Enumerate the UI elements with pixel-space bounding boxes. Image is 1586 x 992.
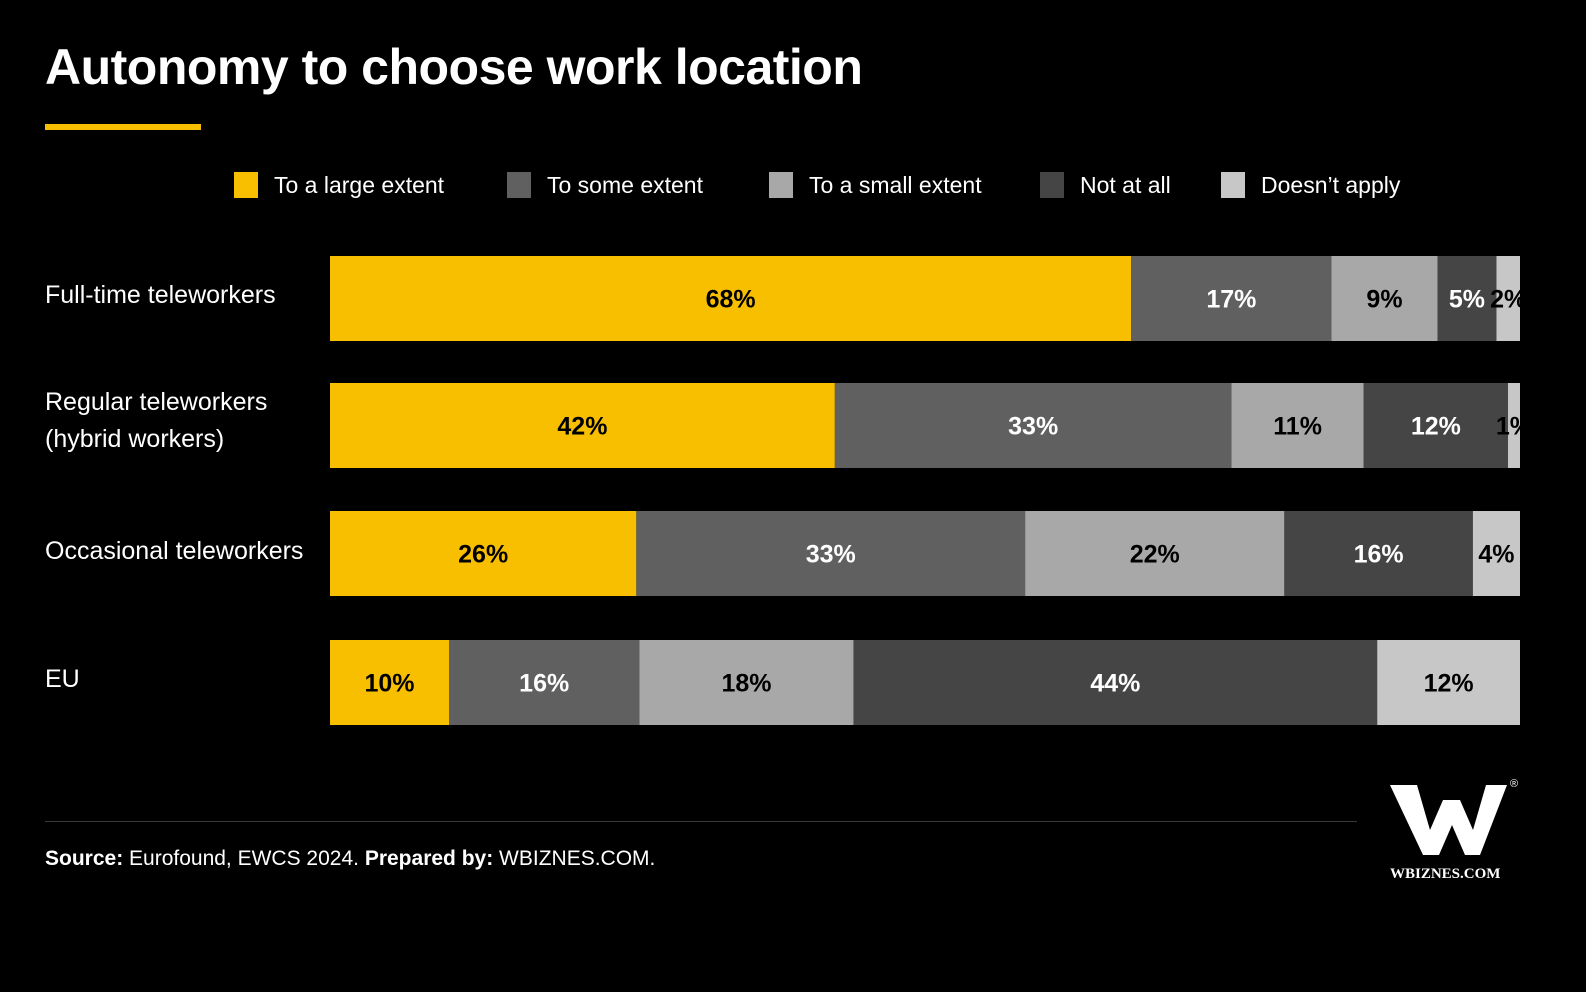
data-label-eu-large-extent: 10% bbox=[364, 670, 414, 698]
legend-swatch-large-extent bbox=[234, 172, 258, 198]
legend-label-large-extent: To a large extent bbox=[274, 171, 445, 198]
bar-segment-eu-not-at-all bbox=[853, 640, 1378, 725]
bar-svg-occasional: 26% 33% 22% 16% 4% bbox=[330, 511, 1520, 596]
bar-row-full-time: 68% 17% 9% 5%2% bbox=[330, 256, 1520, 341]
legend-item-some-extent: To some extent bbox=[507, 172, 769, 199]
row-label-full-time: Full-time teleworkers bbox=[45, 281, 276, 309]
bar-segment-eu-some-extent bbox=[449, 640, 640, 725]
legend-label-not-at-all: Not at all bbox=[1080, 171, 1171, 198]
data-label-regular-some-extent: 33% bbox=[1008, 413, 1058, 441]
bar-segment-occasional-small-extent bbox=[1025, 511, 1285, 596]
data-label-full-time-doesnt-apply: 2% bbox=[1490, 286, 1520, 314]
data-label-full-time-not-at-all: 5% bbox=[1449, 286, 1485, 314]
bar-segment-regular-large-extent bbox=[330, 383, 835, 468]
bar-segment-eu-doesnt-apply bbox=[1377, 640, 1520, 725]
legend-item-not-at-all: Not at all bbox=[1040, 172, 1221, 199]
bar-segment-full-time-doesnt-apply bbox=[1496, 256, 1520, 341]
legend-swatch-small-extent bbox=[769, 172, 793, 198]
data-label-occasional-small-extent: 22% bbox=[1130, 541, 1180, 569]
legend-label-small-extent: To a small extent bbox=[809, 171, 982, 198]
bar-row-regular: 42% 33% 11% 12% 1% bbox=[330, 383, 1520, 468]
bar-svg-regular: 42% 33% 11% 12% 1% bbox=[330, 383, 1520, 468]
bar-segment-full-time-some-extent bbox=[1131, 256, 1332, 341]
data-label-full-time-small-extent: 9% bbox=[1366, 286, 1402, 314]
data-label-full-time-large-extent: 68% bbox=[706, 286, 756, 314]
legend-swatch-doesnt-apply bbox=[1221, 172, 1245, 198]
bar-segment-full-time-not-at-all bbox=[1437, 256, 1497, 341]
chart-title: Autonomy to choose work location bbox=[45, 39, 863, 95]
bar-segment-regular-small-extent bbox=[1231, 383, 1364, 468]
bar-row-occasional: 26% 33% 22% 16% 4% bbox=[330, 511, 1520, 596]
bar-segment-full-time-small-extent bbox=[1331, 256, 1438, 341]
row-label-regular-line1: Regular teleworkers bbox=[45, 388, 268, 416]
data-label-occasional-some-extent: 33% bbox=[806, 541, 856, 569]
data-label-occasional-large-extent: 26% bbox=[458, 541, 508, 569]
logo-wordmark: WBIZNES.COM bbox=[1390, 866, 1501, 882]
legend-item-large-extent: To a large extent bbox=[234, 172, 507, 199]
footer-divider bbox=[45, 821, 1357, 822]
bar-segment-full-time-large-extent bbox=[330, 256, 1132, 341]
legend: To a large extent To some extent To a sm… bbox=[234, 170, 1400, 200]
row-label-eu: EU bbox=[45, 665, 80, 693]
bar-row-eu: 10% 16% 18% 44% 12% bbox=[330, 640, 1520, 725]
legend-label-some-extent: To some extent bbox=[547, 171, 703, 198]
data-label-full-time-some-extent: 17% bbox=[1206, 286, 1256, 314]
bar-segment-eu-large-extent bbox=[330, 640, 449, 725]
bar-segment-occasional-some-extent bbox=[636, 511, 1026, 596]
prepared-text: WBIZNES.COM. bbox=[493, 847, 656, 870]
legend-item-doesnt-apply: Doesn’t apply bbox=[1221, 172, 1400, 199]
bar-svg-full-time: 68% 17% 9% 5%2% bbox=[330, 256, 1520, 341]
legend-item-small-extent: To a small extent bbox=[769, 172, 1040, 199]
data-label-occasional-doesnt-apply: 4% bbox=[1478, 541, 1514, 569]
bar-segment-regular-some-extent bbox=[834, 383, 1232, 468]
data-label-occasional-not-at-all: 16% bbox=[1354, 541, 1404, 569]
title-underline bbox=[45, 124, 201, 130]
bar-segment-occasional-doesnt-apply bbox=[1472, 511, 1520, 596]
source-label: Source: bbox=[45, 847, 124, 870]
bar-segment-occasional-not-at-all bbox=[1284, 511, 1473, 596]
bar-segment-regular-doesnt-apply bbox=[1507, 383, 1520, 468]
data-label-regular-doesnt-apply: 1% bbox=[1496, 413, 1520, 441]
data-label-eu-small-extent: 18% bbox=[721, 670, 771, 698]
row-label-occasional: Occasional teleworkers bbox=[45, 537, 304, 565]
wbiznes-logo-icon: ® bbox=[1390, 778, 1518, 855]
row-label-regular-line2: (hybrid workers) bbox=[45, 425, 225, 453]
bar-segment-regular-not-at-all bbox=[1363, 383, 1508, 468]
source-text: Eurofound, EWCS 2024. bbox=[123, 847, 365, 870]
registered-mark: ® bbox=[1510, 778, 1518, 790]
data-label-eu-doesnt-apply: 12% bbox=[1424, 670, 1474, 698]
row-label-regular: Regular teleworkers (hybrid workers) bbox=[45, 384, 267, 458]
legend-label-doesnt-apply: Doesn’t apply bbox=[1261, 171, 1401, 198]
data-label-regular-not-at-all: 12% bbox=[1411, 413, 1461, 441]
bar-segment-occasional-large-extent bbox=[330, 511, 637, 596]
bar-segment-eu-small-extent bbox=[639, 640, 854, 725]
data-label-regular-small-extent: 11% bbox=[1273, 413, 1322, 441]
data-label-eu-some-extent: 16% bbox=[519, 670, 569, 698]
data-label-eu-not-at-all: 44% bbox=[1090, 670, 1140, 698]
bar-svg-eu: 10% 16% 18% 44% 12% bbox=[330, 640, 1520, 725]
prepared-label: Prepared by: bbox=[364, 847, 494, 870]
source-note: Source: Eurofound, EWCS 2024. Prepared b… bbox=[45, 847, 655, 871]
legend-swatch-some-extent bbox=[507, 172, 531, 198]
data-label-regular-large-extent: 42% bbox=[557, 413, 607, 441]
legend-swatch-not-at-all bbox=[1040, 172, 1064, 198]
